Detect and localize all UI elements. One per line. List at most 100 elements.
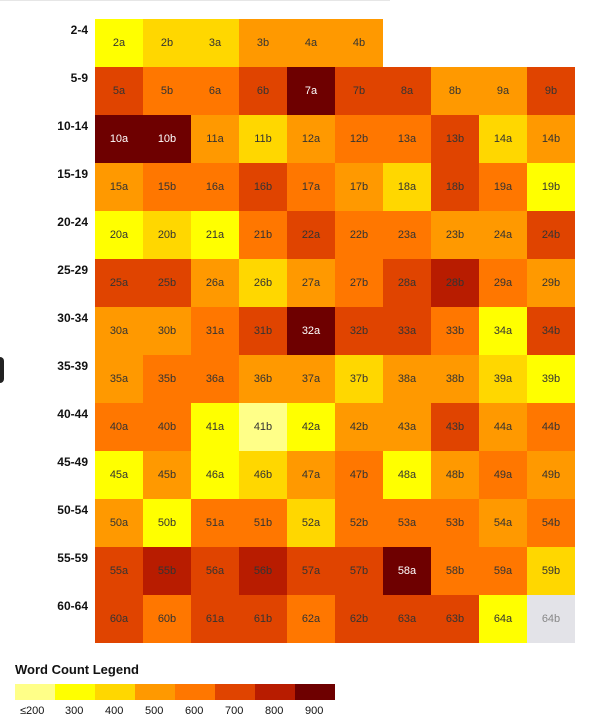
heatmap-cell[interactable]: 22b (335, 211, 383, 259)
heatmap-cell[interactable]: 12a (287, 115, 335, 163)
heatmap-cell[interactable]: 60b (143, 595, 191, 643)
heatmap-cell[interactable]: 30b (143, 307, 191, 355)
heatmap-cell[interactable]: 53a (383, 499, 431, 547)
heatmap-cell[interactable]: 64a (479, 595, 527, 643)
heatmap-cell[interactable]: 8b (431, 67, 479, 115)
heatmap-cell[interactable]: 44a (479, 403, 527, 451)
heatmap-cell[interactable]: 3a (191, 19, 239, 67)
heatmap-cell[interactable]: 41a (191, 403, 239, 451)
heatmap-cell[interactable]: 62b (335, 595, 383, 643)
heatmap-cell[interactable]: 36b (239, 355, 287, 403)
heatmap-cell[interactable]: 54b (527, 499, 575, 547)
heatmap-cell[interactable]: 47b (335, 451, 383, 499)
heatmap-cell[interactable]: 6a (191, 67, 239, 115)
heatmap-cell[interactable]: 56b (239, 547, 287, 595)
heatmap-cell[interactable]: 7b (335, 67, 383, 115)
heatmap-cell[interactable]: 24a (479, 211, 527, 259)
heatmap-cell[interactable]: 39b (527, 355, 575, 403)
heatmap-cell[interactable]: 64b (527, 595, 575, 643)
heatmap-cell[interactable]: 4b (335, 19, 383, 67)
heatmap-cell[interactable]: 36a (191, 355, 239, 403)
heatmap-cell[interactable]: 44b (527, 403, 575, 451)
heatmap-cell[interactable]: 38b (431, 355, 479, 403)
heatmap-cell[interactable]: 20a (95, 211, 143, 259)
heatmap-cell[interactable]: 13b (431, 115, 479, 163)
heatmap-cell[interactable]: 27b (335, 259, 383, 307)
heatmap-cell[interactable]: 5b (143, 67, 191, 115)
heatmap-cell[interactable]: 17b (335, 163, 383, 211)
heatmap-cell[interactable]: 27a (287, 259, 335, 307)
heatmap-cell[interactable]: 19b (527, 163, 575, 211)
heatmap-cell[interactable]: 23a (383, 211, 431, 259)
heatmap-cell[interactable]: 60a (95, 595, 143, 643)
heatmap-cell[interactable]: 48b (431, 451, 479, 499)
heatmap-cell[interactable]: 52b (335, 499, 383, 547)
heatmap-cell[interactable]: 35a (95, 355, 143, 403)
heatmap-cell[interactable]: 21a (191, 211, 239, 259)
heatmap-cell[interactable]: 8a (383, 67, 431, 115)
heatmap-cell[interactable]: 51b (239, 499, 287, 547)
heatmap-cell[interactable]: 51a (191, 499, 239, 547)
heatmap-cell[interactable]: 20b (143, 211, 191, 259)
heatmap-cell[interactable]: 31a (191, 307, 239, 355)
heatmap-cell[interactable]: 32b (335, 307, 383, 355)
heatmap-cell[interactable]: 29a (479, 259, 527, 307)
heatmap-cell[interactable]: 12b (335, 115, 383, 163)
heatmap-cell[interactable]: 43b (431, 403, 479, 451)
heatmap-cell[interactable]: 10b (143, 115, 191, 163)
heatmap-cell[interactable]: 9a (479, 67, 527, 115)
heatmap-cell[interactable]: 50b (143, 499, 191, 547)
heatmap-cell[interactable]: 34b (527, 307, 575, 355)
heatmap-cell[interactable]: 53b (431, 499, 479, 547)
heatmap-cell[interactable]: 59b (527, 547, 575, 595)
heatmap-cell[interactable]: 2b (143, 19, 191, 67)
heatmap-cell[interactable]: 31b (239, 307, 287, 355)
heatmap-cell[interactable]: 50a (95, 499, 143, 547)
heatmap-cell[interactable]: 9b (527, 67, 575, 115)
heatmap-cell[interactable]: 16a (191, 163, 239, 211)
heatmap-cell[interactable]: 63b (431, 595, 479, 643)
heatmap-cell[interactable]: 43a (383, 403, 431, 451)
heatmap-cell[interactable]: 13a (383, 115, 431, 163)
heatmap-cell[interactable]: 37b (335, 355, 383, 403)
heatmap-cell[interactable]: 57a (287, 547, 335, 595)
heatmap-cell[interactable]: 29b (527, 259, 575, 307)
heatmap-cell[interactable]: 34a (479, 307, 527, 355)
heatmap-cell[interactable]: 40b (143, 403, 191, 451)
heatmap-cell[interactable]: 30a (95, 307, 143, 355)
heatmap-cell[interactable]: 23b (431, 211, 479, 259)
heatmap-cell[interactable]: 42a (287, 403, 335, 451)
heatmap-cell[interactable]: 11a (191, 115, 239, 163)
heatmap-cell[interactable]: 58a (383, 547, 431, 595)
heatmap-cell[interactable]: 21b (239, 211, 287, 259)
heatmap-cell[interactable]: 62a (287, 595, 335, 643)
heatmap-cell[interactable]: 2a (95, 19, 143, 67)
heatmap-cell[interactable]: 25b (143, 259, 191, 307)
heatmap-cell[interactable]: 40a (95, 403, 143, 451)
heatmap-cell[interactable]: 26a (191, 259, 239, 307)
heatmap-cell[interactable]: 37a (287, 355, 335, 403)
heatmap-cell[interactable]: 10a (95, 115, 143, 163)
heatmap-cell[interactable]: 14b (527, 115, 575, 163)
heatmap-cell[interactable]: 33a (383, 307, 431, 355)
heatmap-cell[interactable]: 58b (431, 547, 479, 595)
heatmap-cell[interactable]: 7a (287, 67, 335, 115)
heatmap-cell[interactable]: 17a (287, 163, 335, 211)
heatmap-cell[interactable]: 4a (287, 19, 335, 67)
heatmap-cell[interactable]: 15b (143, 163, 191, 211)
heatmap-cell[interactable]: 55b (143, 547, 191, 595)
heatmap-cell[interactable]: 15a (95, 163, 143, 211)
heatmap-cell[interactable]: 19a (479, 163, 527, 211)
heatmap-cell[interactable]: 52a (287, 499, 335, 547)
heatmap-cell[interactable]: 18b (431, 163, 479, 211)
heatmap-cell[interactable]: 57b (335, 547, 383, 595)
heatmap-cell[interactable]: 35b (143, 355, 191, 403)
heatmap-cell[interactable]: 46a (191, 451, 239, 499)
heatmap-cell[interactable]: 49b (527, 451, 575, 499)
heatmap-cell[interactable]: 42b (335, 403, 383, 451)
heatmap-cell[interactable]: 56a (191, 547, 239, 595)
heatmap-cell[interactable]: 16b (239, 163, 287, 211)
heatmap-cell[interactable]: 46b (239, 451, 287, 499)
heatmap-cell[interactable]: 14a (479, 115, 527, 163)
heatmap-cell[interactable]: 63a (383, 595, 431, 643)
